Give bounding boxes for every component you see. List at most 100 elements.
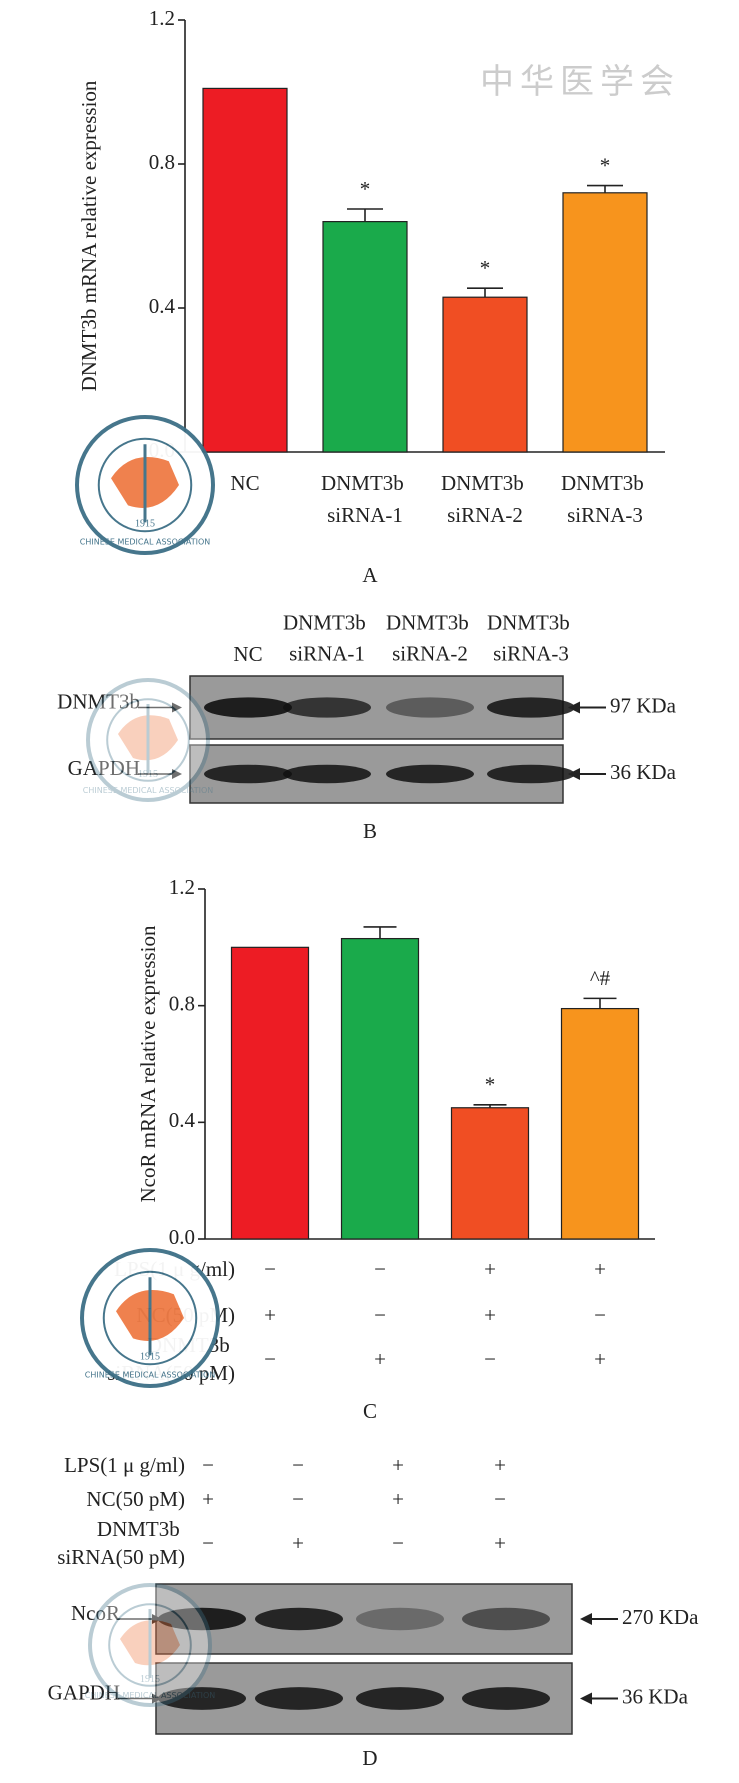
logo: 1915 CHINESE MEDICAL ASSOCIATION bbox=[83, 678, 213, 802]
condition-sign: + bbox=[484, 1257, 496, 1281]
condition-sign: + bbox=[484, 1303, 496, 1327]
condition-sign: − bbox=[494, 1487, 506, 1511]
band-size: 270 KDa bbox=[622, 1605, 699, 1629]
bar bbox=[562, 192, 648, 453]
annotation: * bbox=[360, 177, 371, 201]
blot-band bbox=[462, 1687, 550, 1710]
blot-band bbox=[204, 764, 292, 784]
band-size: 97 KDa bbox=[610, 693, 677, 717]
logo-inner bbox=[97, 437, 193, 533]
x-tick-label: DNMT3b siRNA-2 bbox=[441, 471, 529, 527]
condition-sign: − bbox=[594, 1303, 606, 1327]
y-tick-label: 0.8 bbox=[149, 150, 175, 174]
logo-inner bbox=[102, 1270, 198, 1366]
row-label: DNMT3b bbox=[57, 689, 140, 713]
arrow-head bbox=[568, 768, 580, 780]
y-tick-label: 0.4 bbox=[149, 294, 176, 318]
blot-band bbox=[386, 764, 474, 784]
blot-band bbox=[283, 697, 371, 718]
logo-year: 1915 bbox=[135, 519, 155, 530]
arrow-head bbox=[152, 1693, 162, 1704]
condition-sign: − bbox=[202, 1531, 214, 1555]
x-tick-label: NC bbox=[230, 471, 259, 495]
condition-sign: + bbox=[264, 1303, 276, 1327]
y-tick-label: 1.2 bbox=[149, 6, 175, 30]
annotation: * bbox=[600, 153, 611, 177]
arrow-head bbox=[568, 701, 580, 714]
annotation: * bbox=[485, 1073, 496, 1097]
arrow-head bbox=[152, 1614, 162, 1624]
band-size: 36 KDa bbox=[610, 760, 677, 784]
condition-sign: + bbox=[494, 1531, 506, 1555]
annotation: * bbox=[480, 256, 491, 280]
bar bbox=[340, 937, 420, 1240]
panel-label: C bbox=[363, 1399, 377, 1423]
y-tick-label: 1.2 bbox=[169, 875, 195, 899]
y-axis-label: NcoR mRNA relative expression bbox=[136, 925, 160, 1203]
condition-sign: + bbox=[392, 1453, 404, 1477]
blot-band bbox=[386, 697, 474, 718]
row-label: NcoR bbox=[71, 1601, 120, 1625]
logo-map bbox=[118, 715, 178, 761]
arrow-head bbox=[172, 702, 182, 713]
logo-name: CHINESE MEDICAL ASSOCIATION bbox=[80, 538, 210, 547]
condition-sign: + bbox=[494, 1453, 506, 1477]
bar bbox=[450, 1107, 530, 1240]
logo-name: CHINESE MEDICAL ASSOCIATION bbox=[85, 1691, 215, 1700]
condition-label: LPS(1 μ g/ml) bbox=[64, 1453, 185, 1477]
logo-year: 1915 bbox=[140, 1674, 160, 1685]
x-tick-label: DNMT3b siRNA-3 bbox=[561, 471, 649, 527]
condition-sign: + bbox=[292, 1531, 304, 1555]
annotation: ^# bbox=[590, 966, 611, 990]
blot-band bbox=[356, 1687, 444, 1710]
panel-label: B bbox=[363, 819, 377, 843]
bar bbox=[230, 946, 310, 1240]
blot-band bbox=[462, 1607, 550, 1631]
band-size: 36 KDa bbox=[622, 1684, 689, 1708]
blot-band bbox=[255, 1687, 343, 1710]
logo-ring bbox=[86, 678, 210, 802]
bar bbox=[322, 221, 408, 453]
condition-sign: + bbox=[392, 1487, 404, 1511]
condition-sign: − bbox=[392, 1531, 404, 1555]
bar bbox=[560, 1007, 640, 1240]
logo: 1915 CHINESE MEDICAL ASSOCIATION bbox=[80, 1248, 220, 1388]
arrow-head bbox=[580, 1692, 592, 1705]
logo-ring bbox=[88, 1583, 212, 1707]
logo-name: CHINESE MEDICAL ASSOCIATION bbox=[83, 786, 213, 795]
panel-label: A bbox=[362, 563, 378, 587]
condition-sign: + bbox=[202, 1487, 214, 1511]
blot-band bbox=[487, 764, 575, 784]
blot-band bbox=[283, 764, 371, 784]
logo-inner bbox=[106, 698, 190, 782]
y-axis-label: DNMT3b mRNA relative expression bbox=[77, 80, 101, 391]
logo-inner bbox=[108, 1603, 192, 1687]
lane-label: NC bbox=[233, 642, 262, 666]
condition-sign: + bbox=[594, 1347, 606, 1371]
logo: 1915 CHINESE MEDICAL ASSOCIATION bbox=[85, 1583, 215, 1707]
x-tick-label: DNMT3b siRNA-1 bbox=[321, 471, 409, 527]
condition-sign: − bbox=[484, 1347, 496, 1371]
logo-year: 1915 bbox=[138, 769, 158, 780]
logo-name: CHINESE MEDICAL ASSOCIATION bbox=[85, 1371, 215, 1380]
arrow-head bbox=[172, 769, 182, 779]
panel-label: D bbox=[362, 1746, 377, 1770]
logo-map bbox=[120, 1620, 180, 1666]
condition-sign: − bbox=[292, 1453, 304, 1477]
condition-sign: + bbox=[594, 1257, 606, 1281]
bar bbox=[202, 87, 288, 453]
logo: 1915 CHINESE MEDICAL ASSOCIATION bbox=[75, 415, 215, 555]
condition-label: NC(50 pM) bbox=[86, 1487, 185, 1511]
lane-label: DNMT3b siRNA-1 bbox=[283, 610, 371, 665]
blot-band bbox=[204, 697, 292, 718]
arrow-head bbox=[580, 1613, 592, 1625]
watermark: 中华医学会 bbox=[480, 63, 680, 101]
bar bbox=[442, 296, 528, 453]
blot-band bbox=[255, 1607, 343, 1631]
condition-sign: − bbox=[374, 1257, 386, 1281]
row-label: GAPDH bbox=[68, 756, 140, 780]
blot-band bbox=[158, 1607, 246, 1631]
lane-label: DNMT3b siRNA-3 bbox=[487, 610, 575, 665]
row-label: GAPDH bbox=[48, 1680, 120, 1704]
